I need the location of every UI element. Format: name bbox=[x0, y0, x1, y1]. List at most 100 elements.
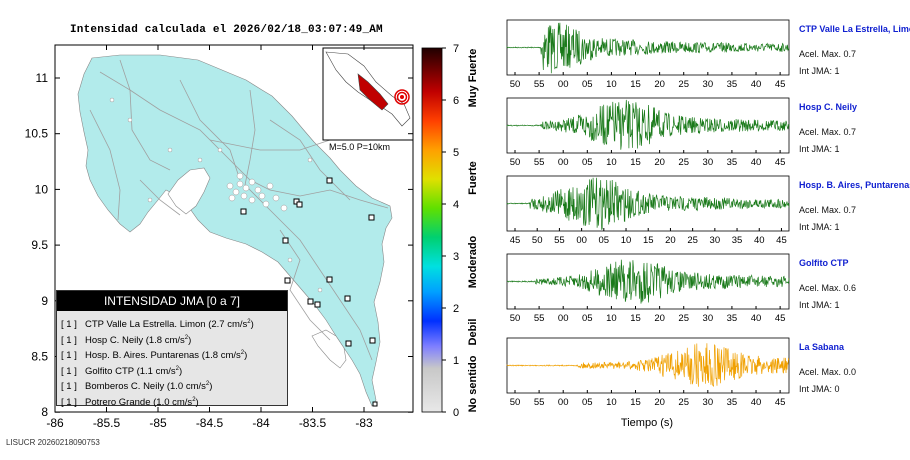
seismogram-x-tick: 40 bbox=[751, 157, 762, 168]
seismogram-x-tick: 55 bbox=[534, 313, 545, 324]
map-y-tick: 9 bbox=[41, 294, 48, 308]
epicenter-inset-map bbox=[322, 47, 414, 141]
seismogram-panel[interactable]: 50 55 00 05 10 15 20 25 30 35 40 45 bbox=[506, 97, 790, 168]
seismogram-x-tick: 45 bbox=[776, 235, 787, 246]
seismogram-x-tick: 15 bbox=[630, 313, 641, 324]
map-x-axis: -86 -85.5 -85 -84.5 -84 -83.5 -83 bbox=[46, 45, 373, 430]
legend-item-close: ) bbox=[188, 334, 192, 346]
seismogram-trace bbox=[506, 259, 790, 304]
legend-item: [ 1 ] Potrero Grande (1.0 cm/s2) bbox=[61, 393, 287, 409]
seismogram-x-tick: 55 bbox=[534, 79, 545, 90]
seismogram-x-tick: 05 bbox=[582, 313, 593, 324]
map-y-tick: 8.5 bbox=[31, 350, 48, 364]
footer-id: LISUCR 20260218090753 bbox=[6, 438, 100, 447]
colorbar-label: Muy Fuerte bbox=[467, 49, 479, 108]
station-acel-max: Acel. Max. 0.7 bbox=[799, 205, 857, 215]
seismogram-x-tick: 50 bbox=[510, 397, 521, 408]
colorbar-label: No sentido bbox=[467, 355, 479, 412]
seismogram-x-tick: 35 bbox=[727, 397, 738, 408]
seismogram-x-tick: 25 bbox=[678, 313, 689, 324]
seismogram-x-tick: 30 bbox=[703, 397, 714, 408]
map-x-tick: -86 bbox=[46, 416, 64, 430]
seismogram-x-tick: 30 bbox=[703, 313, 714, 324]
seismogram-x-tick: 10 bbox=[606, 397, 617, 408]
seismogram-x-tick: 10 bbox=[606, 157, 617, 168]
seismogram-trace bbox=[506, 343, 790, 388]
legend-item-text: Hosp. B. Aires. Puntarenas (1.8 cm/s bbox=[85, 350, 241, 362]
colorbar-tick: 4 bbox=[453, 199, 459, 211]
station-name[interactable]: CTP Valle La Estrella, Limon bbox=[799, 24, 910, 34]
colorbar-label: Debil bbox=[467, 319, 479, 346]
station-acel-max: Acel. Max. 0.7 bbox=[799, 127, 857, 137]
seismogram-trace bbox=[506, 177, 790, 231]
map-y-tick: 11 bbox=[36, 71, 49, 85]
legend-item: [ 1 ] Golfito CTP (1.1 cm/s2) bbox=[61, 362, 287, 378]
seismogram-x-tick: 10 bbox=[621, 235, 632, 246]
seismogram-x-tick: 15 bbox=[630, 157, 641, 168]
legend-item-sup: 2 bbox=[175, 365, 179, 372]
colorbar-tick: 5 bbox=[453, 147, 459, 159]
station-acel-max: Acel. Max. 0.7 bbox=[799, 49, 857, 59]
seismogram-x-tick: 00 bbox=[576, 235, 587, 246]
station-acel-max: Acel. Max. 0.0 bbox=[799, 367, 857, 377]
seismogram-x-tick: 35 bbox=[727, 313, 738, 324]
seismogram-x-tick: 15 bbox=[630, 397, 641, 408]
legend-item: [ 1 ] CTP Valle La Estrella. Limon (2.7 c… bbox=[61, 315, 287, 331]
map-y-tick: 8 bbox=[41, 405, 48, 419]
seismogram-x-tick: 20 bbox=[654, 157, 665, 168]
map-x-tick: -84.5 bbox=[196, 416, 224, 430]
colorbar-label: Fuerte bbox=[467, 161, 479, 195]
seismogram-panel[interactable]: 50 55 00 05 10 15 20 25 30 35 40 45 bbox=[506, 337, 790, 408]
seismogram-x-tick: 30 bbox=[703, 157, 714, 168]
legend-item-sup: 2 bbox=[205, 381, 210, 387]
station-jma-intensity: Int JMA: 1 bbox=[799, 144, 840, 154]
seismogram-panel[interactable]: 45 50 55 00 05 10 15 20 25 30 35 40 45 bbox=[506, 175, 790, 246]
seismogram-x-tick: 20 bbox=[654, 397, 665, 408]
seismogram-x-tick: 10 bbox=[606, 79, 617, 90]
seismogram-x-tick: 45 bbox=[775, 157, 786, 168]
seismogram-panel[interactable]: 50 55 00 05 10 15 20 25 30 35 40 45 bbox=[506, 19, 790, 90]
legend-item-text: Golfito CTP (1.1 cm/s bbox=[85, 365, 176, 377]
station-name[interactable]: La Sabana bbox=[799, 342, 845, 352]
seismogram-x-tick: 35 bbox=[727, 157, 738, 168]
seismogram-x-tick: 00 bbox=[558, 313, 569, 324]
legend-item-level: [ 1 ] bbox=[61, 334, 77, 346]
station-name[interactable]: Hosp. B. Aires, Puntarenas bbox=[799, 180, 910, 190]
legend-item-level: [ 1 ] bbox=[61, 381, 77, 393]
seismogram-x-tick: 30 bbox=[710, 235, 721, 246]
legend-title: INTENSIDAD JMA [0 a 7] bbox=[57, 291, 287, 311]
seismogram-x-tick: 25 bbox=[678, 79, 689, 90]
legend-item: [ 1 ] Hosp C. Neily (1.8 cm/s2) bbox=[61, 331, 287, 347]
legend-item-level: [ 1 ] bbox=[61, 365, 77, 377]
seismogram-x-tick: 30 bbox=[703, 79, 714, 90]
legend-item-text: Bomberos C. Neily (1.0 cm/s bbox=[85, 381, 206, 393]
station-name[interactable]: Golfito CTP bbox=[799, 258, 849, 268]
legend-item-sup: 2 bbox=[184, 334, 189, 341]
seismogram-panels: 50 55 00 05 10 15 20 25 30 35 40 45 50 55 00 05 10 15 20 25… bbox=[506, 19, 790, 408]
seismogram-x-tick: 00 bbox=[558, 157, 569, 168]
seismogram-trace bbox=[506, 22, 790, 74]
map-x-tick: -83 bbox=[355, 416, 373, 430]
seismogram-panel[interactable]: 50 55 00 05 10 15 20 25 30 35 40 45 bbox=[506, 253, 790, 324]
map-y-tick: 9.5 bbox=[31, 238, 48, 252]
seismogram-x-tick: 45 bbox=[775, 79, 786, 90]
seismogram-x-tick: 50 bbox=[510, 157, 521, 168]
intensity-legend: INTENSIDAD JMA [0 a 7] [ 1 ] CTP Valle La… bbox=[56, 290, 288, 409]
station-name[interactable]: Hosp C. Neily bbox=[799, 102, 858, 112]
seismogram-x-tick: 15 bbox=[643, 235, 654, 246]
colorbar-tick: 7 bbox=[453, 43, 459, 55]
seismogram-x-tick: 00 bbox=[558, 79, 569, 90]
seismogram-x-tick: 05 bbox=[582, 157, 593, 168]
station-jma-intensity: Int JMA: 1 bbox=[799, 66, 840, 76]
seismogram-x-label: Tiempo (s) bbox=[621, 417, 673, 429]
colorbar-tick: 6 bbox=[453, 95, 459, 107]
seismogram-x-tick: 40 bbox=[751, 397, 762, 408]
station-jma-intensity: Int JMA: 1 bbox=[799, 222, 840, 232]
seismogram-x-tick: 05 bbox=[582, 397, 593, 408]
legend-item-text: Potrero Grande (1.0 cm/s bbox=[85, 396, 193, 408]
colorbar-tick: 2 bbox=[453, 303, 459, 315]
seismogram-x-tick: 10 bbox=[606, 313, 617, 324]
legend-item-sup: 2 bbox=[192, 396, 196, 403]
seismogram-x-tick: 25 bbox=[678, 397, 689, 408]
